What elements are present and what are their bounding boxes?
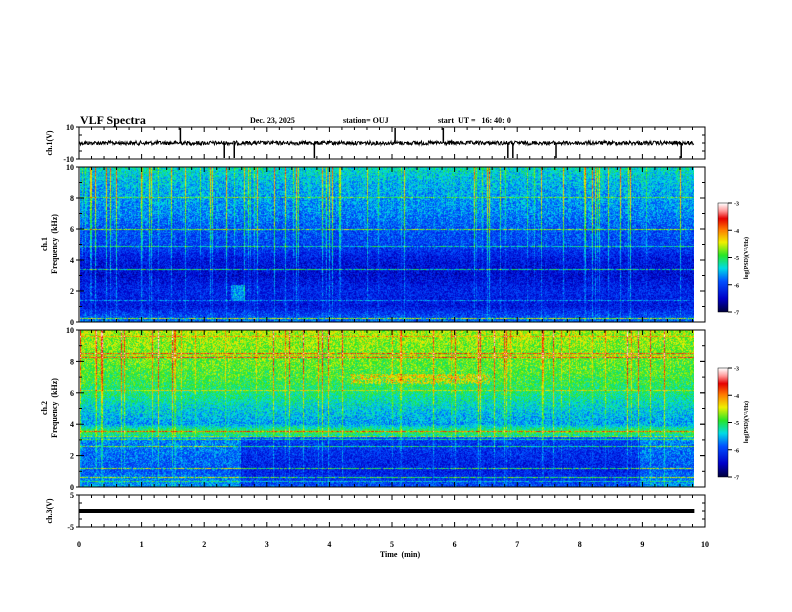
figure-title: VLF Spectra (80, 113, 146, 127)
ch1-spectrogram-image (80, 167, 694, 322)
ch1-spec-ylabel-2: Frequency (kHz) (50, 214, 59, 274)
colorbar1-label: log(PSD)(V²/Hz) (743, 237, 750, 279)
ch2-spectrogram-image (80, 330, 694, 487)
ch3-ylabel: ch.3(V) (45, 498, 54, 523)
colorbar2-label: log(PSD)(V²/Hz) (743, 401, 750, 443)
ch1-ylabel: ch.1(V) (45, 130, 54, 155)
ch2-spec-ylabel-1: ch.2 (40, 401, 49, 415)
x-axis-label: Time (min) (380, 550, 421, 559)
ch1-spec-ylabel-1: ch.1 (40, 237, 49, 251)
ch2-spec-ylabel-2: Frequency (kHz) (50, 378, 59, 438)
start-ut-label: start UT = 16: 40: 0 (438, 116, 511, 125)
colorbar2 (718, 368, 728, 477)
date-label: Dec. 23, 2025 (250, 116, 295, 125)
colorbar1 (718, 203, 728, 312)
station-label: station= OUJ (343, 116, 389, 125)
